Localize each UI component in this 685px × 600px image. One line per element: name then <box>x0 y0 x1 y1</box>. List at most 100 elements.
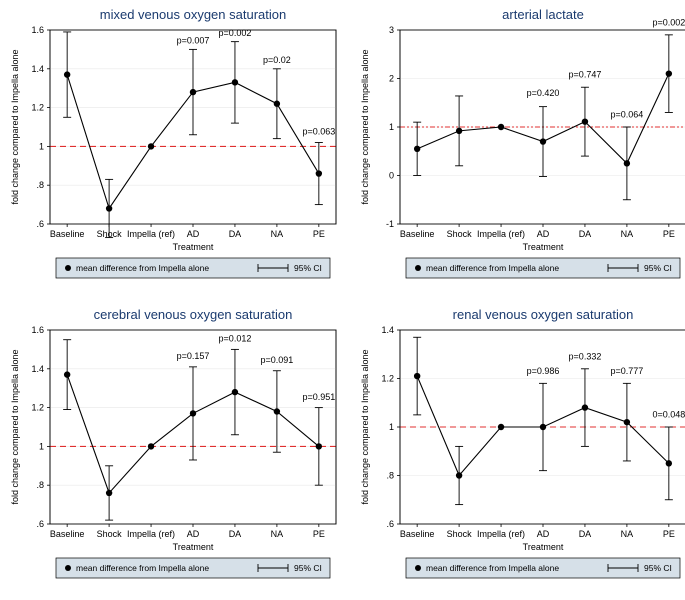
panel-title: renal venous oxygen saturation <box>453 307 634 322</box>
data-point <box>148 443 154 449</box>
p-value-label: p=0.002 <box>219 28 252 38</box>
data-point <box>190 89 196 95</box>
xtick-label: PE <box>313 229 325 239</box>
ytick-label: 1.2 <box>381 374 394 384</box>
p-value-label: p=0.02 <box>263 55 291 65</box>
ytick-label: 1 <box>39 441 44 451</box>
xtick-label: Baseline <box>400 529 435 539</box>
p-value-label: p=0.777 <box>610 366 643 376</box>
xtick-label: PE <box>663 529 675 539</box>
xtick-label: Impella (ref) <box>477 529 525 539</box>
ytick-label: 1 <box>39 141 44 151</box>
ytick-label: 0 <box>389 171 394 181</box>
ytick-label: 1.2 <box>31 403 44 413</box>
legend-point-label: mean difference from Impella alone <box>426 263 559 273</box>
p-value-label: p=0.002 <box>652 18 685 28</box>
data-point <box>316 443 322 449</box>
ytick-label: .8 <box>36 180 44 190</box>
ytick-label: 1.4 <box>31 364 44 374</box>
x-axis-label: Treatment <box>523 542 564 552</box>
p-value-label: p=0.064 <box>610 110 643 120</box>
panel-title: cerebral venous oxygen saturation <box>94 307 293 322</box>
p-value-label: p=0.091 <box>260 355 293 365</box>
data-point <box>274 408 280 414</box>
panel-title: arterial lactate <box>502 7 584 22</box>
legend-point-icon <box>415 265 421 271</box>
p-value-label: p=0.007 <box>177 36 210 46</box>
data-point <box>316 170 322 176</box>
xtick-label: Baseline <box>50 229 85 239</box>
ytick-label: 1.2 <box>31 103 44 113</box>
legend-ci-label: 95% CI <box>294 563 322 573</box>
data-point <box>148 143 154 149</box>
data-point <box>582 118 588 124</box>
ytick-label: 1.4 <box>381 325 394 335</box>
xtick-label: DA <box>579 529 592 539</box>
xtick-label: Impella (ref) <box>127 229 175 239</box>
legend-point-label: mean difference from Impella alone <box>426 563 559 573</box>
x-axis-label: Treatment <box>173 542 214 552</box>
p-value-label: p=0.063 <box>302 127 335 137</box>
data-point <box>414 146 420 152</box>
xtick-label: NA <box>271 529 284 539</box>
panel-renal-venous: .6.811.21.4BaselineShockImpella (ref)ADD… <box>354 304 685 594</box>
xtick-label: NA <box>621 529 634 539</box>
xtick-label: DA <box>229 529 242 539</box>
p-value-label: p=0.747 <box>569 69 602 79</box>
p-value-label: p=0.012 <box>219 334 252 344</box>
xtick-label: DA <box>579 229 592 239</box>
p-value-label: p=0.332 <box>569 352 602 362</box>
data-point <box>582 404 588 410</box>
legend-point-label: mean difference from Impella alone <box>76 263 209 273</box>
xtick-label: NA <box>621 229 634 239</box>
legend-point-label: mean difference from Impella alone <box>76 563 209 573</box>
panel-wrap-mixed-venous: .6.811.21.41.6BaselineShockImpella (ref)… <box>0 0 350 300</box>
p-value-label: p=0.986 <box>527 366 560 376</box>
xtick-label: NA <box>271 229 284 239</box>
xtick-label: DA <box>229 229 242 239</box>
data-point <box>274 101 280 107</box>
ytick-label: 1.6 <box>31 25 44 35</box>
panel-wrap-renal-venous: .6.811.21.4BaselineShockImpella (ref)ADD… <box>350 300 685 600</box>
xtick-label: AD <box>537 529 550 539</box>
data-point <box>106 490 112 496</box>
ytick-label: 1.4 <box>31 64 44 74</box>
ytick-label: .8 <box>36 480 44 490</box>
ytick-label: .6 <box>36 519 44 529</box>
data-point <box>64 71 70 77</box>
data-point <box>666 70 672 76</box>
p-value-label: 0=0.048 <box>652 410 685 420</box>
data-point <box>498 424 504 430</box>
xtick-label: AD <box>537 229 550 239</box>
xtick-label: AD <box>187 529 200 539</box>
ytick-label: -1 <box>386 219 394 229</box>
data-point <box>624 419 630 425</box>
p-value-label: p=0.951 <box>302 392 335 402</box>
xtick-label: PE <box>663 229 675 239</box>
data-point <box>540 424 546 430</box>
ytick-label: .6 <box>386 519 394 529</box>
panel-wrap-arterial-lactate: -10123BaselineShockImpella (ref)ADDANAPE… <box>350 0 685 300</box>
chart-grid: .6.811.21.41.6BaselineShockImpella (ref)… <box>0 0 685 580</box>
ytick-label: 1.6 <box>31 325 44 335</box>
data-point <box>414 373 420 379</box>
legend-point-icon <box>415 565 421 571</box>
xtick-label: Impella (ref) <box>127 529 175 539</box>
data-point <box>498 124 504 130</box>
data-point <box>64 371 70 377</box>
legend-ci-label: 95% CI <box>644 263 672 273</box>
data-point <box>232 79 238 85</box>
xtick-label: Shock <box>447 529 473 539</box>
y-axis-label: fold change compared to Impella alone <box>360 49 370 204</box>
ytick-label: 2 <box>389 74 394 84</box>
legend-point-icon <box>65 565 71 571</box>
xtick-label: Baseline <box>400 229 435 239</box>
x-axis-label: Treatment <box>173 242 214 252</box>
xtick-label: Shock <box>97 529 123 539</box>
xtick-label: Baseline <box>50 529 85 539</box>
p-value-label: p=0.157 <box>177 351 210 361</box>
panel-arterial-lactate: -10123BaselineShockImpella (ref)ADDANAPE… <box>354 4 685 294</box>
y-axis-label: fold change compared to Impella alone <box>10 349 20 504</box>
panel-cerebral-venous: .6 .8 1 1.2 1.4 1.6 Baseline Shock Impella (ref)… <box>4 304 346 594</box>
ytick-label: .8 <box>386 471 394 481</box>
